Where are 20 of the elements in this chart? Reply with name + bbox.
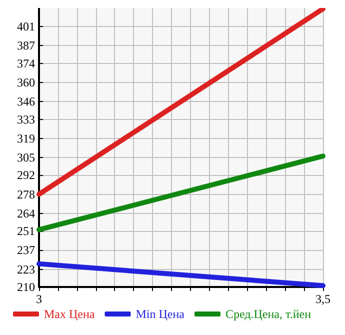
y-tick-label: 210 (17, 280, 35, 294)
y-tick-label: 319 (17, 131, 35, 146)
y-tick-label: 223 (17, 262, 35, 276)
y-tick-label: 401 (17, 20, 35, 34)
legend-label: Max Цена (44, 307, 96, 321)
y-tick-label: 278 (17, 187, 35, 202)
y-tick-label: 374 (17, 56, 35, 70)
y-tick-label: 305 (17, 150, 35, 164)
y-tick-label: 251 (17, 224, 35, 238)
y-tick-label: 360 (17, 75, 35, 90)
y-tick-label: 333 (17, 112, 35, 126)
y-tick-label: 292 (17, 168, 35, 182)
legend-label: Сред.Цена, т.йен (225, 307, 312, 321)
legend-label: Min Цена (136, 307, 186, 321)
x-tick-label: 3,5 (316, 292, 330, 306)
x-tick-label: 3 (36, 292, 42, 306)
y-tick-label: 387 (17, 38, 35, 53)
y-tick-label: 264 (17, 206, 35, 220)
y-tick-label: 346 (17, 94, 35, 109)
y-tick-label: 237 (17, 243, 35, 258)
